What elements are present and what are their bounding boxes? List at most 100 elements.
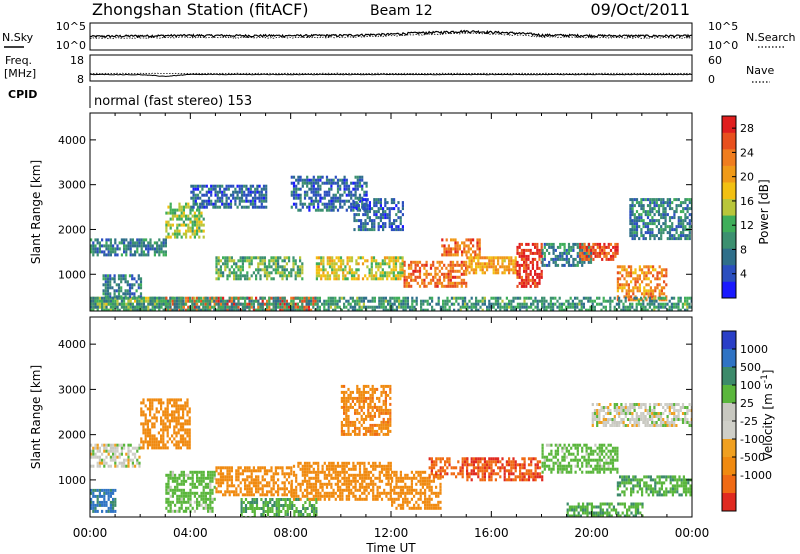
power-cell — [106, 280, 110, 284]
power-cell — [377, 210, 380, 214]
power-cell — [120, 238, 123, 242]
power-cell — [594, 248, 597, 252]
power-cell — [415, 296, 418, 300]
power-cell — [401, 228, 404, 232]
power-cell — [317, 262, 321, 266]
power-cell — [653, 222, 656, 226]
power-cell — [371, 222, 374, 226]
power-cell — [357, 219, 360, 223]
power-cell — [156, 296, 159, 300]
power-cell — [225, 184, 228, 188]
power-cell — [397, 256, 400, 260]
velocity-cell — [226, 472, 229, 476]
power-cell — [317, 202, 320, 206]
power-cell — [443, 247, 446, 251]
power-cell — [145, 238, 148, 242]
power-cell — [221, 196, 224, 200]
power-cell — [330, 196, 333, 200]
power-cell — [366, 210, 369, 214]
power-cell — [465, 244, 468, 248]
power-cell — [364, 198, 367, 202]
power-cell — [660, 292, 663, 296]
velocity-cell — [94, 509, 97, 513]
power-cell — [94, 299, 97, 303]
power-cell — [129, 247, 132, 251]
power-cell — [635, 308, 638, 311]
velocity-cell — [306, 494, 309, 498]
power-cell — [307, 308, 310, 311]
power-cell — [246, 256, 249, 260]
power-cell — [383, 256, 387, 260]
power-cell — [682, 222, 685, 226]
power-cell — [612, 245, 615, 249]
velocity-cell — [189, 476, 192, 480]
power-cell — [272, 277, 275, 281]
power-cell — [227, 205, 230, 209]
power-cell — [465, 260, 468, 264]
power-cell — [497, 305, 500, 309]
power-cell — [454, 284, 457, 288]
power-cell — [248, 277, 251, 281]
power-cell — [279, 274, 282, 278]
power-cell — [583, 248, 586, 252]
velocity-cell — [244, 466, 247, 470]
velocity-cell — [266, 472, 269, 476]
velocity-cell — [275, 513, 278, 516]
power-cell — [215, 268, 218, 272]
power-cell — [250, 259, 253, 263]
power-cell — [422, 299, 425, 303]
power-cell — [567, 248, 571, 252]
power-cell — [673, 213, 676, 217]
power-cell — [468, 262, 471, 266]
power-cell — [281, 265, 284, 269]
velocity-cell — [184, 407, 187, 411]
power-cell — [536, 263, 539, 267]
velocity-cell — [255, 484, 258, 488]
velocity-cell — [301, 482, 304, 486]
power-cell — [629, 234, 632, 238]
velocity-cell — [189, 482, 192, 486]
power-cell — [104, 286, 107, 290]
power-cell — [366, 204, 369, 208]
power-cell — [392, 271, 395, 275]
power-cell — [510, 299, 513, 303]
power-cell — [530, 302, 533, 306]
power-cell — [637, 302, 640, 306]
power-cell — [488, 259, 491, 263]
velocity-cell — [282, 498, 285, 501]
velocity-cell — [306, 464, 309, 468]
power-cell — [339, 184, 342, 188]
velocity-cell — [182, 497, 185, 501]
power-cell — [658, 271, 661, 275]
power-cell — [250, 256, 253, 260]
power-cell — [301, 277, 304, 281]
power-cell — [653, 219, 656, 223]
power-cell — [252, 299, 255, 303]
power-cell — [336, 208, 340, 212]
power-cell — [258, 184, 261, 188]
velocity-cell — [325, 482, 329, 486]
velocity-cell — [101, 494, 104, 498]
power-cell — [90, 302, 93, 306]
power-cell — [436, 260, 439, 264]
velocity-cell — [144, 434, 147, 438]
power-cell — [258, 190, 261, 194]
velocity-cell — [175, 398, 178, 402]
power-cell — [662, 296, 665, 300]
power-cell — [314, 178, 318, 182]
power-cell — [400, 299, 403, 303]
power-cell — [686, 207, 689, 211]
power-cell — [361, 178, 364, 182]
power-cell — [295, 205, 298, 209]
power-cell — [563, 245, 566, 249]
velocity-cell — [275, 504, 278, 507]
power-cell — [277, 259, 280, 263]
velocity-cell — [217, 466, 220, 470]
power-cell — [556, 299, 559, 303]
velocity-cell — [136, 458, 139, 462]
power-cell — [425, 272, 428, 276]
power-cell — [520, 281, 523, 285]
power-cell — [225, 199, 228, 203]
power-cell — [563, 242, 566, 246]
power-cell — [227, 202, 230, 206]
